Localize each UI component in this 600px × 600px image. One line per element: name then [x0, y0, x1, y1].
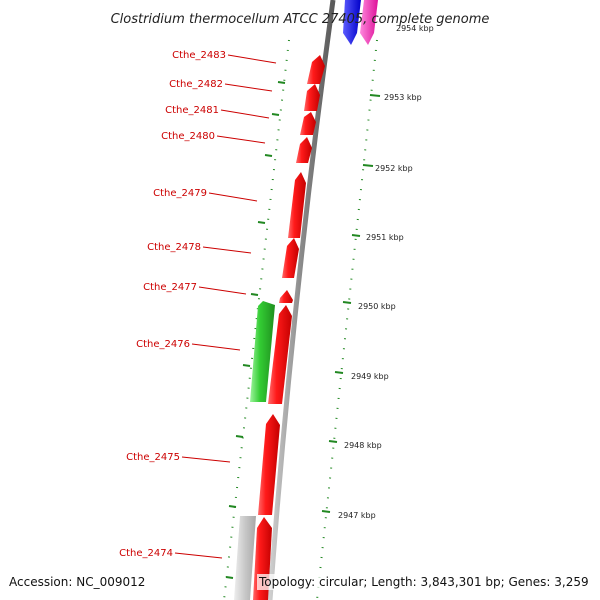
- kbp-label-2952: 2952 kbp: [375, 164, 413, 173]
- kbp-label-2953: 2953 kbp: [384, 93, 422, 102]
- kbp-label-2949: 2949 kbp: [351, 372, 389, 381]
- gene-arrow-cthe-2483[interactable]: [307, 55, 325, 84]
- gene-arrow-cthe-2476-forward[interactable]: [268, 305, 292, 404]
- gene-label-cthe-2474[interactable]: Cthe_2474: [119, 548, 173, 559]
- gene-arrow-cthe-2481[interactable]: [300, 112, 316, 135]
- kbp-label-2948: 2948 kbp: [344, 441, 382, 450]
- inner-tick-marks: [225, 81, 286, 579]
- gene-arrow-cthe-2482[interactable]: [304, 84, 320, 111]
- gene-label-cthe-2483[interactable]: Cthe_2483: [172, 50, 226, 61]
- gene-label-cthe-2479[interactable]: Cthe_2479: [153, 188, 207, 199]
- gene-arrow-cthe-2480[interactable]: [296, 137, 312, 163]
- gene-label-cthe-2477[interactable]: Cthe_2477: [143, 282, 197, 293]
- gene-label-cthe-2478[interactable]: Cthe_2478: [147, 242, 201, 253]
- gene-arrow-cthe-2478[interactable]: [282, 238, 299, 278]
- gene-label-cthe-2480[interactable]: Cthe_2480: [161, 131, 215, 142]
- gene-arrow-gray[interactable]: [234, 516, 256, 600]
- accession-text: Accession: NC_009012: [7, 574, 148, 590]
- map-title: Clostridium thermocellum ATCC 27405, com…: [111, 12, 490, 27]
- kbp-label-2947: 2947 kbp: [338, 511, 376, 520]
- topology-text: Topology: circular; Length: 3,843,301 bp…: [257, 574, 591, 590]
- gene-label-cthe-2481[interactable]: Cthe_2481: [165, 105, 219, 116]
- gene-arrow-magenta[interactable]: [360, 0, 378, 45]
- gene-arrow-blue[interactable]: [343, 0, 361, 45]
- gene-arrow-cthe-2475[interactable]: [258, 414, 280, 515]
- gene-arrow-cthe-2479[interactable]: [288, 172, 306, 238]
- kbp-label-2954: 2954 kbp: [396, 24, 434, 33]
- gene-arrow-cthe-2477[interactable]: [279, 290, 293, 303]
- gene-label-cthe-2482[interactable]: Cthe_2482: [169, 79, 223, 90]
- kbp-tick-marks: [321, 94, 381, 513]
- chromosome-backbone: [267, 0, 336, 600]
- kbp-label-2951: 2951 kbp: [366, 233, 404, 242]
- gene-arrow-green-reverse[interactable]: [250, 301, 275, 402]
- gene-label-cthe-2476[interactable]: Cthe_2476: [136, 339, 190, 350]
- label-leader-lines: [174, 54, 277, 559]
- kbp-label-2950: 2950 kbp: [358, 302, 396, 311]
- gene-label-cthe-2475[interactable]: Cthe_2475: [126, 452, 180, 463]
